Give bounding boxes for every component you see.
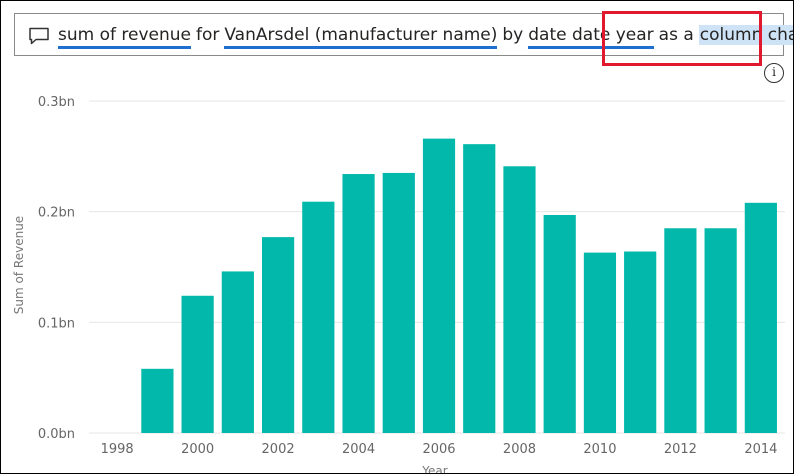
- y-tick-label: 0.0bn: [38, 427, 75, 442]
- y-axis-title: Sum of Revenue: [12, 216, 26, 314]
- y-tick-label: 0.3bn: [38, 95, 75, 110]
- y-tick-label: 0.2bn: [38, 206, 75, 221]
- bar-1999: [141, 368, 174, 433]
- bar-2014: [744, 202, 777, 433]
- bar-2009: [543, 214, 576, 433]
- bar-2005: [382, 172, 415, 433]
- x-tick-label: 2000: [181, 442, 214, 457]
- bar-2013: [704, 228, 737, 433]
- bar-2011: [624, 251, 657, 433]
- x-tick-label: 2004: [342, 442, 375, 457]
- bar-2000: [181, 295, 214, 433]
- x-tick-label: 2010: [583, 442, 616, 457]
- x-tick-label: 2014: [744, 442, 777, 457]
- qa-question-box[interactable]: sum of revenue for VanArsdel (manufacturer…: [14, 13, 793, 56]
- qa-token-recognized[interactable]: VanArsdel (manufacturer name): [224, 25, 498, 49]
- bar-2008: [503, 166, 536, 433]
- y-tick-label: 0.1bn: [38, 316, 75, 331]
- qa-token-recognized[interactable]: date date year: [528, 25, 654, 49]
- x-tick-label: 2012: [664, 442, 697, 457]
- annotation-highlight-box: [602, 11, 762, 66]
- x-tick-label: 2008: [503, 442, 536, 457]
- info-icon[interactable]: i: [764, 63, 784, 83]
- x-tick-label: 1998: [101, 442, 134, 457]
- bar-2012: [664, 228, 697, 433]
- bar-2006: [422, 138, 456, 434]
- bar-2003: [302, 201, 335, 433]
- qa-token-word[interactable]: as a: [658, 25, 694, 45]
- qa-token-word[interactable]: by: [502, 25, 524, 45]
- x-tick-label: 2006: [422, 442, 455, 457]
- x-axis-title: Year: [421, 464, 447, 473]
- qa-token-recognized[interactable]: sum of revenue: [58, 25, 191, 49]
- bar-2004: [342, 174, 375, 434]
- qa-token-word[interactable]: for: [196, 25, 220, 45]
- bar-2002: [261, 237, 295, 433]
- bar-2010: [583, 252, 617, 433]
- bar-2001: [221, 271, 254, 433]
- x-tick-label: 2002: [262, 442, 295, 457]
- chat-bubble-icon: [29, 27, 49, 45]
- qa-query-text[interactable]: sum of revenue for VanArsdel (manufacturer…: [58, 24, 793, 49]
- qa-token-selected[interactable]: column chart: [698, 25, 793, 45]
- bar-2007: [463, 144, 496, 433]
